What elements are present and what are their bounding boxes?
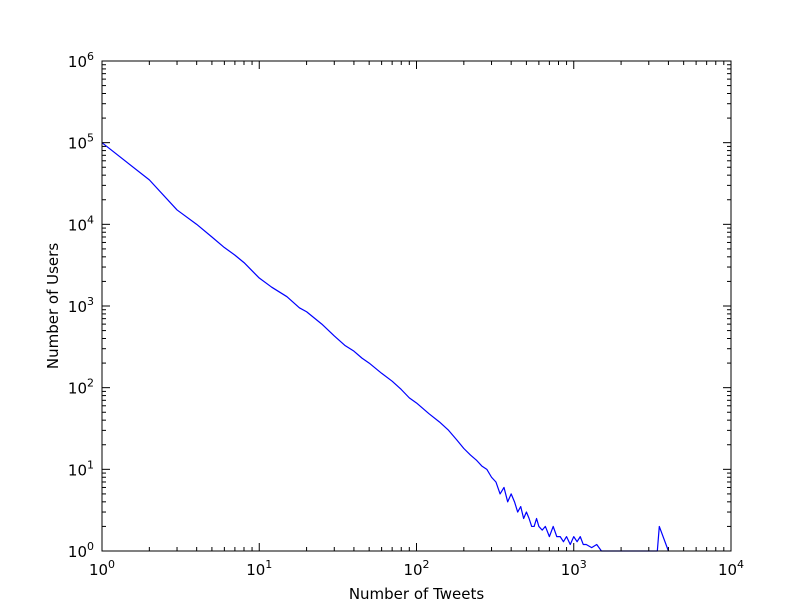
y-tick-label: 100 xyxy=(68,540,94,561)
series-line xyxy=(101,142,669,552)
y-axis-label: Number of Users xyxy=(44,243,62,369)
series-layer xyxy=(101,142,669,552)
x-tick-label: 101 xyxy=(246,558,272,579)
x-tick-label: 103 xyxy=(561,558,587,579)
y-tick-label: 106 xyxy=(68,50,94,71)
x-axis-label: Number of Tweets xyxy=(349,585,485,603)
x-tick-label: 104 xyxy=(718,558,744,579)
plot-frame xyxy=(101,60,732,552)
y-tick-label: 103 xyxy=(68,295,94,316)
y-tick-label: 105 xyxy=(68,132,94,153)
y-tick-label: 101 xyxy=(68,458,94,479)
y-tick-label: 102 xyxy=(68,377,94,398)
x-tick-label: 102 xyxy=(403,558,429,579)
x-tick-label: 100 xyxy=(89,558,115,579)
tick-layer: 100 101 102 103 104 100 101 102 103 104 105 106 xyxy=(68,50,744,579)
y-tick-label: 104 xyxy=(68,213,94,234)
